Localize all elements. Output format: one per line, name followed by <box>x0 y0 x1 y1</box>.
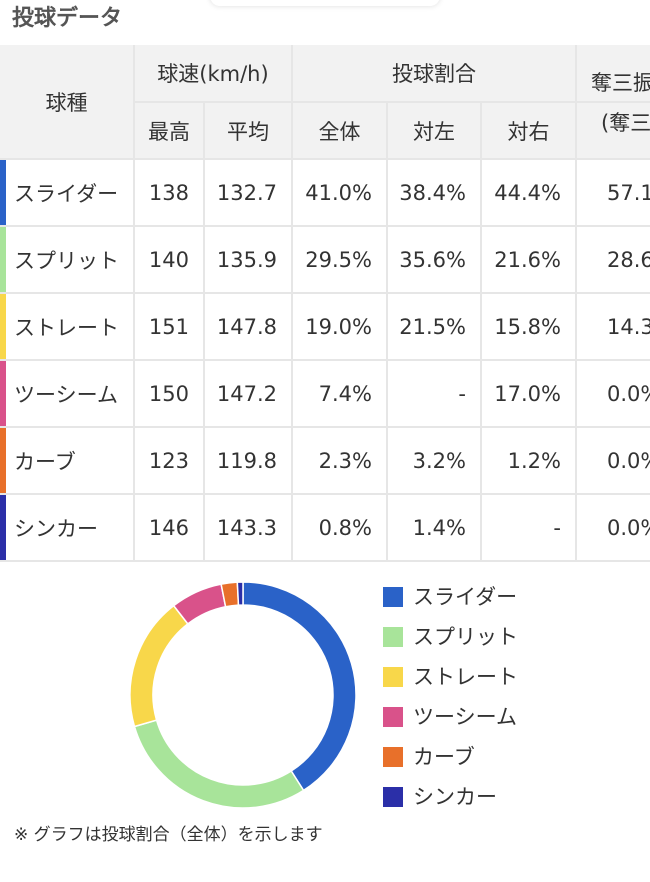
section-title: 投球データ <box>12 6 123 31</box>
row-label: ツーシーム <box>0 361 135 428</box>
row-color-bar <box>0 495 6 560</box>
legend-swatch <box>383 787 403 807</box>
table-cell: 21.6% <box>482 227 577 294</box>
header-cell: 投球割合 <box>293 45 577 103</box>
row-label: ストレート <box>0 294 135 361</box>
table-cell: 14.3% <box>577 294 650 361</box>
table-cell: - <box>482 495 577 562</box>
header-cell: 球速(km/h) <box>135 45 293 103</box>
legend-label: シンカー <box>413 785 497 809</box>
table-cell: 119.8 <box>205 428 293 495</box>
row-color-bar <box>0 361 6 426</box>
legend-swatch <box>383 667 403 687</box>
table-cell: 123 <box>135 428 205 495</box>
donut-segment <box>133 719 305 809</box>
donut-segment <box>242 581 357 792</box>
table-cell: 151 <box>135 294 205 361</box>
table-cell: 17.0% <box>482 361 577 428</box>
legend-label: ストレート <box>413 665 518 689</box>
legend-swatch <box>383 707 403 727</box>
table-cell: 150 <box>135 361 205 428</box>
header-cell: (奪三 <box>577 103 650 160</box>
table-cell: 0.8% <box>293 495 388 562</box>
table-cell: 29.5% <box>293 227 388 294</box>
table-cell: 146 <box>135 495 205 562</box>
header-cell: 対左 <box>388 103 482 160</box>
table-cell: 140 <box>135 227 205 294</box>
table-cell: 147.8 <box>205 294 293 361</box>
table-cell: 2.3% <box>293 428 388 495</box>
donut-segment <box>236 581 244 606</box>
table-cell: 44.4% <box>482 160 577 227</box>
header-cell: 全体 <box>293 103 388 160</box>
table-cell: 0.0% <box>577 495 650 562</box>
legend-label: カーブ <box>413 745 475 769</box>
table-cell: 3.2% <box>388 428 482 495</box>
donut-segment <box>129 604 189 728</box>
table-cell: 7.4% <box>293 361 388 428</box>
header-cell: 球種 <box>0 45 135 160</box>
table-cell: 0.0% <box>577 428 650 495</box>
table-cell: 0.0% <box>577 361 650 428</box>
table-cell: 147.2 <box>205 361 293 428</box>
header-cell: 奪三振 <box>577 45 650 103</box>
table-cell: 57.1% <box>577 160 650 227</box>
row-color-bar <box>0 294 6 359</box>
table-cell: 41.0% <box>293 160 388 227</box>
row-label: シンカー <box>0 495 135 562</box>
legend-label: スプリット <box>413 625 518 649</box>
row-color-bar <box>0 227 6 292</box>
row-label: スプリット <box>0 227 135 294</box>
table-cell: 132.7 <box>205 160 293 227</box>
table-cell: 19.0% <box>293 294 388 361</box>
table-cell: 28.6% <box>577 227 650 294</box>
header-cell: 最高 <box>135 103 205 160</box>
table-cell: 21.5% <box>388 294 482 361</box>
table-cell: 1.4% <box>388 495 482 562</box>
header-cell: 対右 <box>482 103 577 160</box>
legend-label: スライダー <box>413 585 517 609</box>
row-label: スライダー <box>0 160 135 227</box>
legend-label: ツーシーム <box>413 705 517 729</box>
header-cell: 平均 <box>205 103 293 160</box>
table-cell: 38.4% <box>388 160 482 227</box>
top-tab <box>210 0 440 6</box>
row-color-bar <box>0 160 6 225</box>
table-cell: 135.9 <box>205 227 293 294</box>
table-cell: - <box>388 361 482 428</box>
legend-swatch <box>383 747 403 767</box>
table-cell: 15.8% <box>482 294 577 361</box>
legend-swatch <box>383 587 403 607</box>
table-cell: 1.2% <box>482 428 577 495</box>
footnote: ※ グラフは投球割合（全体）を示します <box>14 825 323 845</box>
row-label: カーブ <box>0 428 135 495</box>
table-cell: 143.3 <box>205 495 293 562</box>
table-cell: 138 <box>135 160 205 227</box>
row-color-bar <box>0 428 6 493</box>
table-cell: 35.6% <box>388 227 482 294</box>
legend-swatch <box>383 627 403 647</box>
